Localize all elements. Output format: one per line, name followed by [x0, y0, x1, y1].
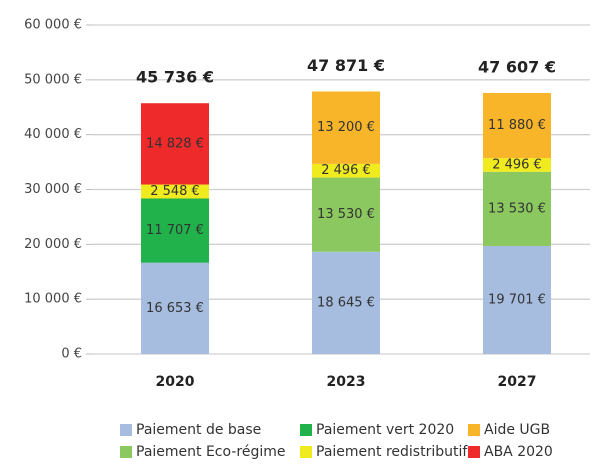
- bar-segment: [312, 163, 380, 178]
- value-label: 11 880 €: [488, 118, 546, 133]
- y-tick-label: 40 000 €: [24, 127, 82, 142]
- value-label: 2 548 €: [150, 184, 200, 199]
- value-label: 19 701 €: [488, 292, 546, 307]
- bar-segment: [312, 177, 380, 252]
- legend-label: Paiement redistributif: [316, 444, 468, 460]
- bar-segment: [312, 91, 380, 164]
- legend-label: Aide UGB: [484, 422, 550, 438]
- x-tick-label: 2027: [498, 374, 537, 390]
- y-tick-label: 30 000 €: [24, 182, 82, 197]
- legend-label: Paiement Eco-régime: [136, 444, 285, 460]
- total-label: 47 871 €: [307, 56, 385, 75]
- legend-swatch: [120, 424, 132, 436]
- total-label: 47 607 €: [478, 57, 556, 76]
- bar-segment: [141, 184, 209, 199]
- value-label: 11 707 €: [146, 223, 204, 238]
- value-label: 18 645 €: [317, 295, 375, 310]
- legend-swatch: [468, 424, 480, 436]
- legend-label: Paiement de base: [136, 422, 261, 438]
- legend-swatch: [120, 446, 132, 458]
- value-label: 16 653 €: [146, 301, 204, 316]
- value-label: 13 530 €: [317, 207, 375, 222]
- value-label: 14 828 €: [146, 136, 204, 151]
- value-label: 2 496 €: [492, 157, 542, 172]
- bar-segment: [312, 251, 380, 354]
- value-label: 13 200 €: [317, 120, 375, 135]
- bar-segment: [483, 158, 551, 172]
- bar-segment: [141, 198, 209, 263]
- y-tick-label: 0 €: [61, 347, 82, 362]
- x-tick-label: 2023: [327, 374, 366, 390]
- total-label: 45 736 €: [136, 68, 214, 87]
- y-tick-label: 50 000 €: [24, 72, 82, 87]
- bar-segment: [483, 245, 551, 354]
- y-tick-label: 60 000 €: [24, 18, 82, 33]
- value-label: 13 530 €: [488, 201, 546, 216]
- bar-segment: [141, 103, 209, 185]
- y-tick-label: 20 000 €: [24, 237, 82, 252]
- legend-swatch: [300, 446, 312, 458]
- bar-segment: [483, 92, 551, 159]
- y-tick-label: 10 000 €: [24, 292, 82, 307]
- value-label: 2 496 €: [321, 163, 371, 178]
- bar-segment: [141, 262, 209, 354]
- bar-segment: [483, 171, 551, 246]
- legend-label: ABA 2020: [484, 444, 553, 460]
- legend-label: Paiement vert 2020: [316, 422, 454, 438]
- legend-swatch: [300, 424, 312, 436]
- x-tick-label: 2020: [156, 374, 195, 390]
- legend-swatch: [468, 446, 480, 458]
